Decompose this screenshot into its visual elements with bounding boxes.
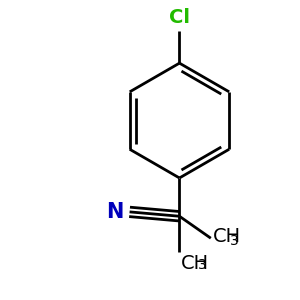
- Text: N: N: [106, 202, 123, 222]
- Text: 3: 3: [230, 234, 239, 248]
- Text: Cl: Cl: [169, 8, 190, 27]
- Text: CH: CH: [181, 254, 209, 273]
- Text: 3: 3: [198, 258, 207, 272]
- Text: CH: CH: [213, 227, 241, 246]
